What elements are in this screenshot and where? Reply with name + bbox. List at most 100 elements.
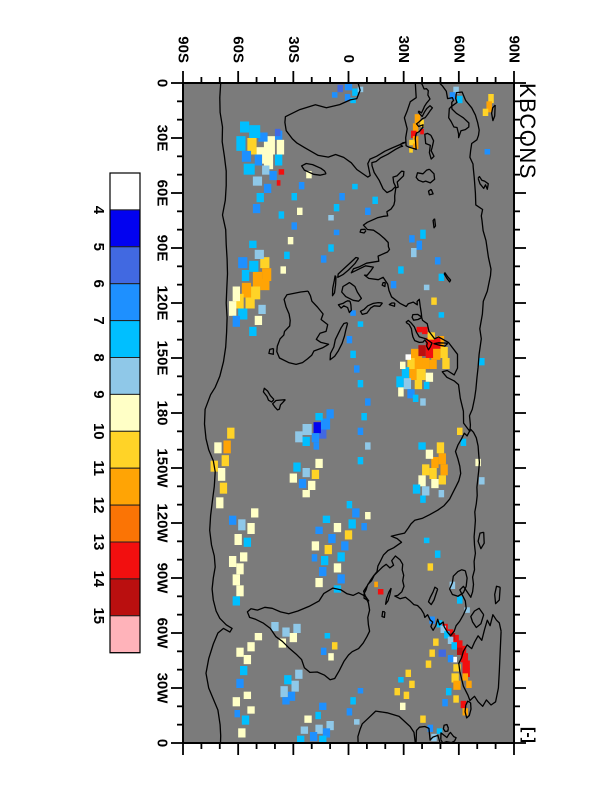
lat-tick-label: 60N: [450, 35, 467, 63]
map-patch: [320, 647, 327, 656]
map-patch: [236, 585, 244, 597]
colorbar-cell: [109, 393, 141, 432]
map-patch: [311, 433, 320, 443]
map-patch: [309, 732, 318, 742]
map-patch: [236, 678, 244, 688]
colorbar-cell: [109, 578, 141, 617]
map-patch: [416, 240, 423, 250]
colorbar: 4 5 6 7 8 9 10 11 12 13 14 15: [90, 172, 141, 654]
coastline-path: [440, 731, 457, 743]
map-patch: [247, 642, 255, 652]
map-patch: [315, 578, 323, 588]
map-patch: [396, 376, 404, 388]
map-patch: [365, 442, 371, 450]
coastline-path: [276, 290, 330, 366]
coastline-path: [262, 387, 275, 403]
map-patch: [434, 257, 441, 265]
map-patch: [322, 515, 331, 524]
colorbar-outline: [109, 172, 141, 654]
map-patch: [260, 257, 270, 269]
map-patch: [420, 229, 426, 239]
map-patch: [236, 136, 246, 151]
map-patch: [278, 211, 285, 219]
coastline-path: [442, 723, 450, 733]
map-patch: [302, 436, 310, 447]
coastline-path: [405, 319, 433, 351]
map-patch: [278, 169, 285, 175]
map-patch: [249, 125, 261, 138]
map-patch: [357, 380, 364, 388]
coastline-path: [432, 218, 437, 229]
map-patch: [221, 455, 229, 467]
map-patch: [319, 567, 327, 577]
map-patch: [280, 686, 288, 698]
map-patch: [234, 534, 242, 545]
coastline-path: [381, 281, 386, 288]
map-patch: [240, 121, 250, 133]
map-patch: [234, 710, 241, 718]
map-patch: [247, 138, 257, 155]
map-patch: [274, 154, 283, 166]
map-patch: [438, 490, 445, 498]
coastline-path: [384, 587, 392, 605]
map-patch: [331, 92, 338, 98]
map-patch: [326, 721, 334, 731]
map-patch: [243, 163, 255, 175]
map-patch: [339, 193, 345, 201]
lat-tick-label: 90N: [506, 35, 523, 63]
coastline-path: [433, 342, 449, 347]
map-patch: [357, 427, 364, 435]
map-patch: [431, 457, 439, 468]
coastline-path: [359, 301, 384, 316]
coastline-path: [458, 614, 502, 707]
lon-tick-label: 30W: [154, 673, 171, 705]
map-patch: [333, 523, 342, 533]
map-patch: [377, 589, 384, 595]
colorbar-cell: [109, 209, 141, 248]
map-patch: [337, 552, 345, 562]
colorbar-label: 9: [90, 390, 107, 398]
coastline-path: [331, 275, 337, 297]
map-patch: [462, 673, 469, 681]
map-patch: [333, 204, 340, 212]
map-patch: [315, 711, 321, 720]
colorbar-cell: [109, 246, 141, 285]
map-patch: [263, 183, 272, 193]
map-patch: [252, 271, 263, 287]
map-patch: [297, 735, 305, 743]
map-patch: [333, 563, 342, 573]
map-patch: [238, 519, 246, 531]
map-patch: [254, 249, 264, 259]
map-patch: [243, 655, 252, 665]
map-patch: [407, 358, 415, 369]
map-patch: [442, 699, 448, 707]
colorbar-label: 13: [90, 534, 107, 551]
map-patch: [241, 715, 250, 725]
map-patch: [313, 442, 320, 450]
map-patch: [453, 695, 459, 703]
map-patch: [420, 358, 430, 369]
map-patch: [344, 530, 353, 540]
coastline-path: [246, 587, 371, 681]
map-patch: [425, 347, 434, 358]
map-patch: [308, 480, 316, 491]
map-patch: [344, 94, 351, 102]
coastline-path: [362, 428, 481, 637]
map-patch: [420, 715, 426, 723]
map-patch: [403, 378, 412, 390]
coastline-path: [341, 281, 363, 302]
map-patch: [291, 680, 299, 692]
map-patch: [252, 176, 263, 186]
map-patch: [451, 673, 459, 683]
map-patch: [453, 680, 461, 690]
map-patch: [352, 88, 358, 96]
map-patch: [315, 458, 323, 469]
map-patch: [228, 301, 237, 316]
map-patch: [399, 702, 406, 711]
map-patch: [433, 638, 439, 646]
map-patch: [411, 248, 417, 258]
map-patch: [320, 418, 331, 430]
map-patch: [315, 526, 323, 535]
coastline-path: [424, 132, 435, 160]
